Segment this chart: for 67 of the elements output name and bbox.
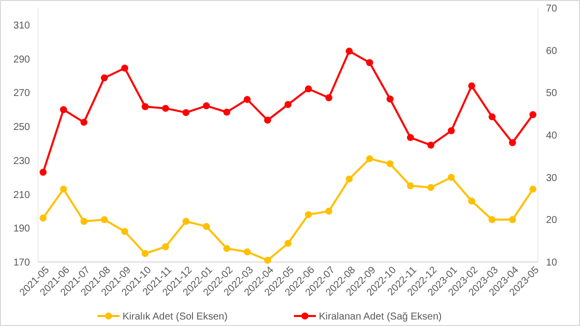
point	[121, 228, 128, 236]
point	[284, 240, 292, 247]
point	[346, 48, 353, 55]
point	[40, 214, 47, 222]
point	[202, 102, 210, 110]
point	[529, 111, 536, 118]
point	[468, 82, 476, 90]
point	[284, 101, 292, 108]
point	[60, 106, 68, 114]
point	[325, 94, 332, 102]
point	[142, 250, 149, 258]
point	[304, 211, 312, 218]
y2-tick-label: 40	[546, 130, 558, 142]
y2-tick-label: 20	[546, 215, 558, 226]
point	[448, 127, 455, 134]
point	[202, 222, 210, 230]
point	[346, 176, 353, 183]
point	[100, 74, 108, 82]
y-tick-label: 270	[13, 88, 30, 100]
legend-label: Kiralık Adet (Sol Eksen)	[122, 312, 228, 322]
y-tick-label: 310	[13, 20, 30, 32]
point	[182, 109, 190, 116]
point	[325, 208, 332, 215]
point	[508, 139, 516, 146]
point	[406, 134, 414, 142]
point	[80, 218, 88, 225]
point	[264, 256, 272, 264]
y2-tick-label: 70	[546, 4, 558, 14]
point	[427, 184, 434, 191]
point	[40, 168, 47, 176]
y-tick-label: 230	[13, 156, 30, 167]
point	[386, 160, 394, 168]
point	[406, 182, 414, 190]
point	[223, 244, 230, 252]
y2-tick-label: 60	[546, 46, 558, 57]
point	[121, 64, 128, 72]
point	[60, 186, 68, 193]
point	[162, 243, 170, 250]
legend-label: Kiralanan Adet (Sağ Eksen)	[318, 312, 442, 322]
y2-tick-label: 10	[546, 258, 558, 268]
y-tick-label: 190	[13, 224, 30, 235]
point	[488, 216, 496, 224]
point	[366, 59, 374, 66]
point	[100, 216, 108, 224]
y-tick-label: 290	[13, 54, 30, 66]
point	[304, 85, 312, 92]
y2-tick-label: 50	[546, 88, 558, 100]
point	[529, 186, 536, 193]
point	[244, 96, 251, 103]
point	[162, 104, 170, 112]
y-tick-label: 250	[13, 122, 30, 134]
point	[142, 103, 149, 110]
point	[366, 155, 374, 162]
point	[264, 116, 272, 124]
point	[468, 198, 476, 205]
point	[448, 174, 455, 181]
point	[386, 96, 394, 103]
point	[80, 118, 88, 126]
point	[223, 108, 230, 116]
y-tick-label: 170	[13, 258, 30, 268]
point	[508, 216, 516, 224]
point	[244, 248, 251, 256]
point	[427, 142, 434, 149]
y-tick-label: 210	[13, 190, 30, 201]
point	[488, 113, 496, 120]
y2-tick-label: 30	[546, 172, 558, 184]
point	[182, 218, 190, 225]
